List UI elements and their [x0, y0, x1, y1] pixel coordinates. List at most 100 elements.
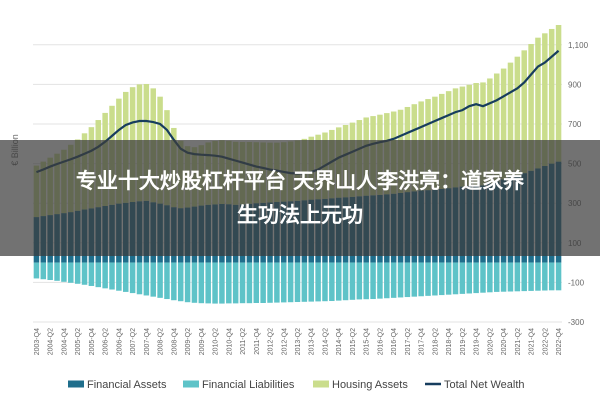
bar [480, 262, 486, 293]
x-tick-label: 2005-Q4 [89, 328, 96, 355]
bar [40, 262, 47, 280]
x-tick-label: 2021-Q4 [529, 328, 536, 355]
bar [260, 262, 266, 303]
bar [205, 262, 211, 304]
bar [33, 262, 40, 279]
bar [61, 262, 67, 282]
bar [500, 68, 507, 180]
bar [226, 262, 232, 304]
x-tick-label: 2018-Q4 [446, 328, 453, 355]
bar [384, 262, 390, 299]
y-tick-label: -300 [568, 318, 585, 327]
bar [81, 262, 88, 285]
x-tick-label: 2008-Q2 [158, 328, 165, 355]
bar [466, 262, 473, 294]
bar [294, 262, 301, 303]
bar [452, 88, 459, 188]
x-tick-label: 2020-Q4 [501, 328, 508, 355]
x-tick-label: 2012-Q2 [268, 328, 275, 355]
legend-swatch [68, 380, 84, 388]
bar [129, 262, 136, 294]
bar [157, 262, 163, 298]
x-tick-label: 2007-Q4 [144, 328, 151, 355]
y-tick-label: 700 [568, 120, 582, 129]
bar [212, 262, 218, 304]
bar [363, 262, 369, 300]
bar [487, 262, 493, 293]
bar [274, 262, 280, 303]
bar [466, 84, 473, 186]
bar [267, 262, 273, 303]
x-tick-label: 2019-Q2 [460, 328, 467, 355]
x-tick-label: 2010-Q2 [213, 328, 220, 355]
bar [548, 262, 555, 291]
x-tick-label: 2017-Q4 [419, 328, 426, 355]
legend-label: Housing Assets [332, 379, 408, 391]
bar [143, 262, 150, 296]
bar [377, 262, 383, 299]
bar [459, 86, 466, 187]
legend-label: Financial Liabilities [202, 379, 295, 391]
bar [473, 83, 479, 185]
x-tick-label: 2021-Q2 [515, 328, 522, 355]
x-tick-label: 2016-Q4 [391, 328, 398, 355]
overlay-banner: 专业十大炒股杠杆平台 天界山人李洪亮：道家养 生功法上元功 [0, 140, 600, 256]
x-tick-label: 2011-Q2 [240, 328, 247, 355]
bar [418, 262, 424, 297]
bar [232, 262, 239, 304]
bar [335, 262, 342, 301]
bar [514, 262, 521, 292]
bar [177, 262, 184, 302]
x-tick-label: 2005-Q2 [75, 328, 82, 355]
bar [253, 262, 260, 303]
x-tick-label: 2015-Q4 [364, 328, 371, 355]
x-tick-label: 2009-Q4 [199, 328, 206, 355]
legend-label: Total Net Wealth [444, 379, 525, 391]
bar [246, 262, 253, 304]
bar [507, 62, 514, 178]
bar [356, 262, 363, 300]
bar [507, 262, 514, 292]
legend-swatch [313, 380, 329, 388]
x-tick-label: 2022-Q2 [542, 328, 549, 355]
x-tick-label: 2003-Q4 [34, 328, 41, 355]
x-tick-label: 2006-Q2 [103, 328, 110, 355]
overlay-text: 专业十大炒股杠杆平台 天界山人李洪亮：道家养 [75, 169, 525, 193]
bar [164, 262, 170, 300]
bar [281, 262, 287, 303]
bar [535, 37, 541, 169]
bar [528, 44, 534, 171]
x-tick-label: 2022-Q4 [556, 328, 563, 355]
bar [493, 73, 500, 182]
bar [514, 56, 521, 176]
x-tick-label: 2015-Q2 [350, 328, 357, 355]
bar [480, 82, 486, 186]
bar [370, 262, 376, 300]
x-tick-label: 2004-Q2 [48, 328, 55, 355]
bar [542, 262, 548, 291]
bar [74, 262, 81, 284]
bar [411, 262, 418, 297]
x-tick-label: 2017-Q2 [405, 328, 412, 355]
x-tick-label: 2013-Q2 [295, 328, 302, 355]
bar [425, 262, 431, 296]
bar [542, 33, 548, 166]
bar [184, 262, 191, 303]
bar [439, 262, 445, 296]
bar [315, 262, 321, 302]
x-tick-label: 2008-Q4 [171, 328, 178, 355]
x-tick-label: 2019-Q4 [474, 328, 481, 355]
legend-label: Financial Assets [87, 379, 167, 391]
bar [95, 262, 102, 288]
bar [521, 50, 527, 174]
bar [493, 262, 500, 292]
x-tick-label: 2020-Q2 [487, 328, 494, 355]
bar [171, 262, 177, 301]
overlay-text: 生功法上元功 [237, 203, 363, 227]
bar [521, 262, 527, 292]
x-tick-label: 2007-Q2 [130, 328, 137, 355]
bar [459, 262, 466, 294]
bar [88, 262, 95, 286]
bar [528, 262, 534, 291]
bar [68, 262, 74, 283]
